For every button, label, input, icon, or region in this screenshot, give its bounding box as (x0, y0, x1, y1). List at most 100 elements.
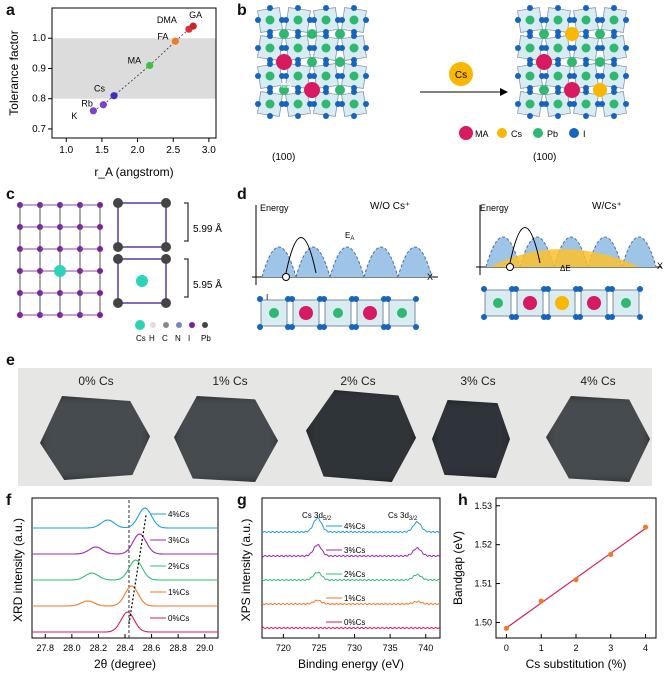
x-tick-label: 1 (539, 643, 544, 653)
i-atom (385, 296, 391, 302)
i-atom (571, 73, 577, 79)
pb-atom (113, 198, 123, 208)
spacing-bracket-top (184, 202, 189, 242)
vacancy-start (282, 273, 290, 281)
point-label-rb: Rb (81, 99, 93, 109)
pb-atom (293, 71, 303, 81)
series-4pctcs (261, 516, 441, 534)
pb-atom (321, 99, 331, 109)
crystal-label-1: 1% Cs (212, 374, 248, 388)
crystal-structure-panel: 5.99 Å 5.95 Å Cs H C N I Pb (0, 185, 230, 350)
a-site-cation (595, 57, 605, 67)
cs-atom (136, 275, 148, 287)
legend-label: 4%Cs (168, 510, 189, 519)
i-atom (583, 113, 589, 119)
crystal-label-0: 0% Cs (78, 374, 114, 388)
legend-label-pb: Pb (201, 334, 211, 343)
left-plane-label: (100) (272, 152, 295, 163)
i-atom (527, 113, 533, 119)
xps-chart: 720 725 730 735 740 0%Cs 1%Cs 2%Cs 3%Cs 4%Cs Cs … (228, 490, 450, 675)
x-axis-right: X (657, 261, 663, 271)
i-atom (267, 89, 273, 95)
pb-atom (161, 198, 171, 208)
legend-swatch-n (176, 322, 182, 328)
activation-energy-label: EA (345, 231, 354, 242)
point-fa (171, 37, 179, 45)
i-atom (571, 101, 577, 107)
pb-atom (553, 99, 563, 109)
pb-atom (161, 298, 171, 308)
i-atom (353, 296, 359, 302)
data-point (573, 577, 579, 583)
i-atom (583, 5, 589, 11)
i-atom (323, 89, 329, 95)
x-tick-label: 29.0 (196, 643, 214, 653)
a-site-cation (523, 296, 537, 310)
point-label-cs: Cs (94, 84, 105, 94)
pb-atom (581, 71, 591, 81)
a-site-cation (335, 29, 345, 39)
i-atom (283, 17, 289, 23)
i-atom (583, 61, 589, 67)
pb-atom (349, 99, 359, 109)
legend-label: 2%Cs (344, 570, 365, 579)
series-2pctcs (261, 571, 441, 582)
y-axis-label: Tolerance factor (7, 30, 21, 115)
i-atom (599, 101, 605, 107)
a-site-cation (539, 29, 549, 39)
pb-atom (321, 15, 331, 25)
pb-atom (293, 99, 303, 109)
data-point (503, 625, 510, 631)
i-atom (515, 45, 521, 51)
energy-axis-right: Energy (480, 203, 509, 213)
legend-swatch-h (150, 322, 156, 328)
crystal-0pct (40, 396, 150, 480)
unit-cell (117, 202, 167, 248)
tolerance-band (52, 38, 216, 99)
legend-label: 1%Cs (168, 588, 189, 597)
i-atom (311, 17, 317, 23)
crystal-label-3: 3% Cs (460, 374, 496, 388)
spacing-bracket-bottom (184, 258, 189, 298)
i-atom (363, 45, 369, 51)
a-site-cation (555, 296, 569, 310)
legend-label-cs: Cs (511, 129, 522, 139)
i-atom (283, 101, 289, 107)
pb-atom (161, 254, 171, 264)
vacancy-start (506, 263, 514, 271)
x-tick-label: 1.5 (95, 145, 109, 156)
title-with-cs: W/Cs⁺ (592, 201, 622, 212)
crystal-label-4: 4% Cs (580, 374, 616, 388)
series-3pctcs (32, 533, 218, 555)
energy-barrier (621, 236, 657, 268)
x-tick-label: 1.0 (59, 145, 73, 156)
bandgap-chart: 0 1 2 3 4 1.50 1.51 1.52 1.53 Bandgap (eV) Cs su… (450, 490, 667, 675)
i-atom (609, 314, 615, 320)
lowered-barrier (490, 249, 640, 267)
pb-atom (265, 15, 275, 25)
i-atom (267, 5, 273, 11)
legend-label-c: C (162, 334, 168, 343)
hop-arrow (509, 227, 541, 264)
y-tick-label: 1.0 (32, 33, 46, 44)
i-atom (295, 33, 301, 39)
point-label-ma: MA (128, 55, 141, 65)
i-atom (363, 101, 369, 107)
i-atom (413, 296, 419, 302)
a-site-cation (279, 29, 289, 39)
a-site-cation (536, 54, 552, 70)
i-atom (545, 286, 551, 292)
pb-atom (581, 15, 591, 25)
a-site-cation (335, 57, 345, 67)
i-atom (363, 17, 369, 23)
x-axis-label: Binding energy (eV) (298, 657, 404, 671)
i-atom (543, 17, 549, 23)
legend-label-h: H (149, 334, 155, 343)
pb-atom (161, 242, 171, 252)
legend-label-i: I (188, 334, 190, 343)
pb-atom (581, 43, 591, 53)
legend-swatch-cs (135, 320, 145, 330)
pb-atom (581, 99, 591, 109)
i-atom (555, 5, 561, 11)
i-atom (351, 113, 357, 119)
